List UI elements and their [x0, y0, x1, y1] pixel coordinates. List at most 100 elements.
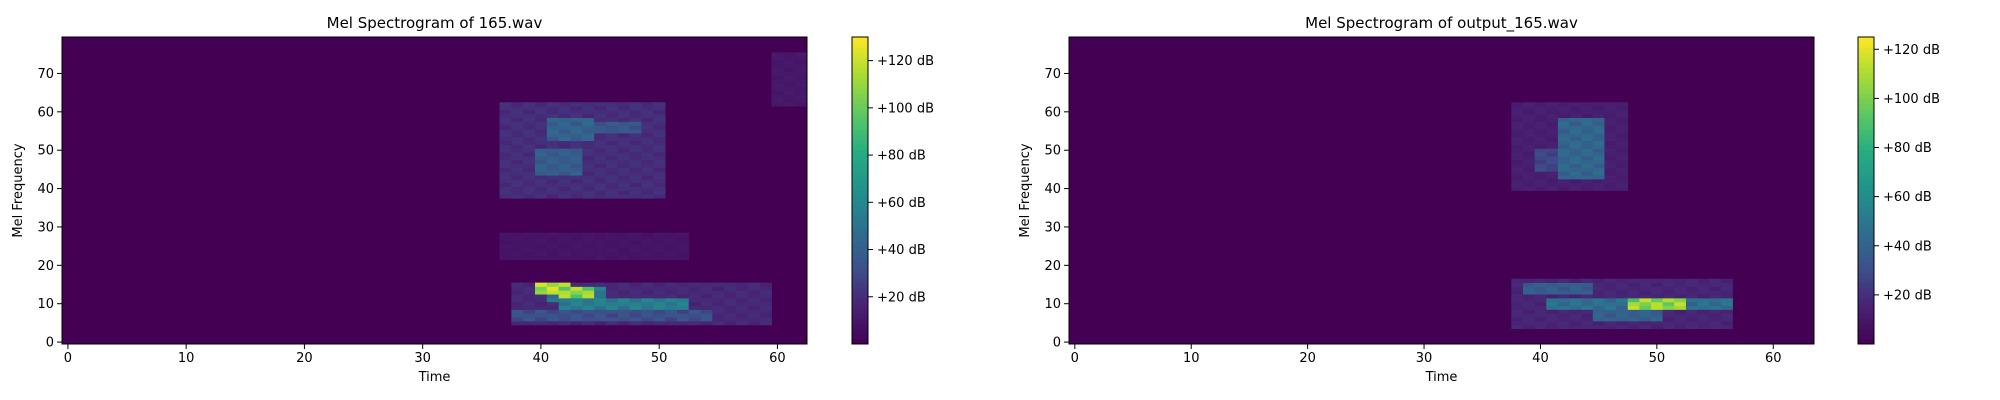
heatmap-cell [1522, 155, 1536, 161]
heatmap-cell [570, 186, 583, 191]
heatmap-cell [511, 102, 524, 107]
heatmap-cell [641, 244, 654, 249]
heatmap-cell [511, 175, 524, 180]
heatmap-cell [605, 155, 619, 161]
x-tick-label: 60 [1765, 351, 1782, 366]
heatmap-cell [1709, 309, 1722, 314]
heatmap-cell [1522, 148, 1536, 153]
heatmap-cell [523, 290, 536, 295]
heatmap-cell [688, 301, 701, 307]
colorbar-segment [1858, 292, 1874, 299]
heatmap-cell [1604, 129, 1617, 134]
heatmap-cell [582, 236, 595, 241]
heatmap-cell [1581, 117, 1594, 122]
heatmap-cell [665, 244, 678, 249]
heatmap-cell [783, 71, 796, 76]
heatmap-cell [511, 167, 524, 172]
plot-frame [1068, 36, 1815, 345]
heatmap-cell [617, 125, 631, 130]
heatmap-cell [629, 232, 642, 237]
heatmap-cell [1534, 278, 1547, 283]
heatmap-cell [570, 190, 583, 195]
heatmap-cell [558, 301, 571, 307]
heatmap-cell [795, 60, 808, 65]
heatmap-cell [1697, 309, 1710, 314]
heatmap-cell [771, 60, 784, 65]
colorbar-segment [852, 231, 868, 238]
heatmap-cell [676, 244, 690, 249]
heatmap-cell [653, 194, 666, 199]
heatmap-cell [700, 282, 713, 287]
heatmap-cell [1511, 152, 1524, 157]
heatmap-cell [1546, 301, 1559, 307]
heatmap-cell [570, 106, 583, 111]
heatmap-cell [546, 320, 560, 326]
heatmap-cell [1662, 282, 1675, 287]
heatmap-cell [1546, 113, 1559, 118]
heatmap-cell [1627, 317, 1640, 322]
heatmap-cell [1581, 297, 1594, 303]
heatmap-cell [1592, 109, 1605, 115]
heatmap-cell [700, 294, 713, 299]
heatmap-cell [1546, 290, 1559, 295]
heatmap-cell [523, 159, 536, 165]
heatmap-cell [629, 155, 642, 161]
colorbar-segment [852, 313, 868, 319]
heatmap-cell [629, 178, 642, 184]
heatmap-cell [546, 178, 560, 184]
heatmap-cell [617, 236, 631, 241]
heatmap-cell [1569, 278, 1582, 283]
heatmap-cell [1557, 152, 1570, 157]
colorbar-segment [1858, 221, 1874, 227]
heatmap-cell [641, 125, 654, 130]
heatmap-cell [1604, 155, 1617, 161]
heatmap-cell [546, 152, 560, 157]
heatmap-cell [629, 282, 642, 287]
heatmap-cell [570, 136, 583, 142]
heatmap-cell [1522, 106, 1536, 111]
heatmap-cell [582, 117, 595, 122]
heatmap-cell [1557, 178, 1570, 184]
heatmap-cell [558, 113, 571, 118]
colorbar-segment [852, 134, 868, 140]
heatmap-cell [700, 297, 713, 303]
heatmap-cell [594, 190, 607, 195]
heatmap-cell [511, 244, 524, 249]
heatmap-cell [1697, 301, 1710, 307]
heatmap-cell [605, 248, 619, 253]
heatmap-cell [1557, 294, 1570, 299]
heatmap-cell [1651, 294, 1664, 299]
heatmap-cell [546, 109, 560, 115]
heatmap-cell [653, 167, 666, 172]
heatmap-cell [736, 309, 749, 314]
colorbar-segment [1858, 108, 1874, 115]
heatmap-cell [1592, 320, 1605, 326]
heatmap-cell [1604, 294, 1617, 299]
heatmap-cell [712, 305, 725, 310]
heatmap-cell [1674, 324, 1687, 330]
heatmap-cell [546, 190, 560, 195]
heatmap-cell [688, 309, 701, 314]
heatmap-cell [783, 102, 796, 107]
heatmap-cell [605, 167, 619, 172]
heatmap-cell [1522, 171, 1536, 176]
colorbar-segment [852, 93, 868, 99]
heatmap-cell [1592, 301, 1605, 307]
heatmap-cell [523, 251, 536, 257]
heatmap-cell [1511, 186, 1524, 191]
heatmap-cell [617, 290, 631, 295]
heatmap-cells [499, 52, 808, 326]
heatmap-cell [1616, 182, 1629, 188]
colorbar-segment [1858, 77, 1874, 84]
heatmap-cell [653, 109, 666, 115]
colorbar-segment [852, 241, 868, 248]
heatmap-cell [1569, 132, 1582, 138]
heatmap-cell [641, 182, 654, 188]
colorbar-segment [852, 123, 868, 130]
colorbar-segment [852, 88, 868, 94]
heatmap-cell [1604, 140, 1617, 145]
heatmap-cell [1557, 186, 1570, 191]
colorbar-tick-label: +80 dB [1883, 141, 1932, 156]
heatmap-cell [1557, 320, 1570, 326]
heatmap-cell [641, 178, 654, 184]
